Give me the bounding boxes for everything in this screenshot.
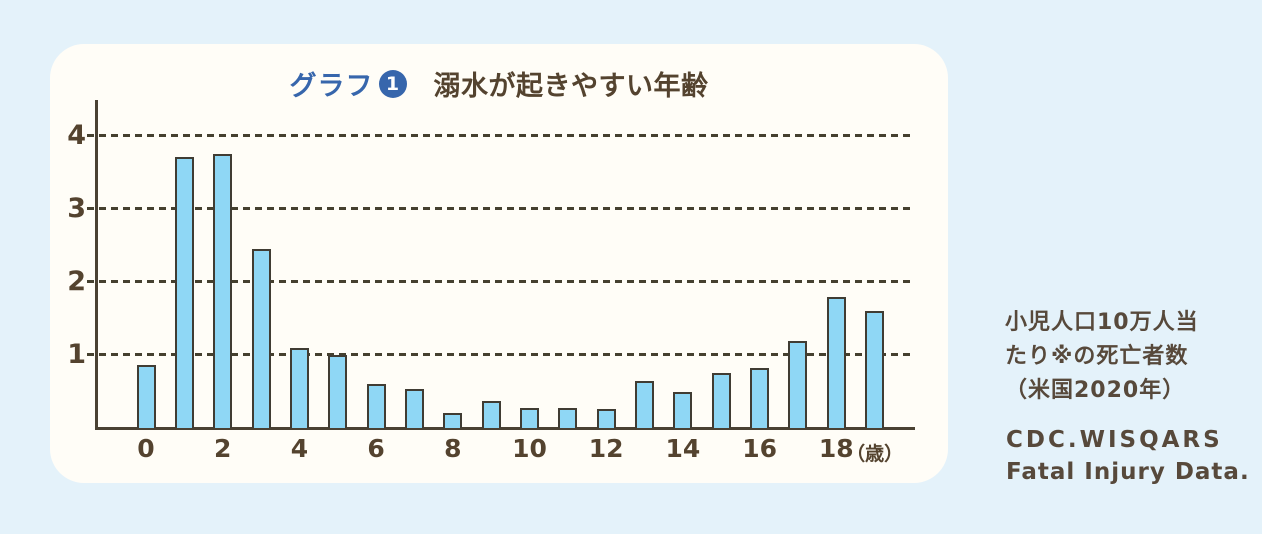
side-note-line: たり※の死亡者数 xyxy=(1005,344,1189,369)
x-tick-label: 2 xyxy=(213,434,232,463)
bar-age-1 xyxy=(174,156,194,428)
side-note-line: 小児人口10万人当 xyxy=(1005,310,1199,335)
y-tick-label: 1 xyxy=(67,339,86,371)
gridline-y4 xyxy=(87,134,915,138)
x-tick-label: 16 xyxy=(742,434,777,463)
source-citation-line: Fatal Injury Data. xyxy=(1006,459,1250,485)
source-citation-line: CDC.WISQARS xyxy=(1006,427,1223,453)
y-tick-label: 2 xyxy=(67,266,86,298)
bar-age-3 xyxy=(251,249,271,428)
x-axis-line xyxy=(95,427,915,430)
bar-age-9 xyxy=(481,401,501,428)
y-tick-label: 3 xyxy=(67,193,86,225)
bar-age-17 xyxy=(788,341,808,428)
bar-age-5 xyxy=(328,355,348,428)
chart-title: グラフ 1 溺水が起きやすい年齢 xyxy=(50,64,948,103)
gridline-y2 xyxy=(87,280,915,284)
bar-age-2 xyxy=(213,153,233,428)
x-tick-label: 18 xyxy=(818,434,854,463)
plot-area: 1 2 3 4 0 2 4 6 8 10 12 14 16 18 （歳） xyxy=(67,100,915,465)
gridline-y1 xyxy=(87,353,915,357)
x-axis-unit-label: （歳） xyxy=(846,443,904,465)
bar-age-8 xyxy=(443,412,463,428)
bar-age-0 xyxy=(136,364,156,428)
bar-age-10 xyxy=(520,408,539,428)
bar-age-4 xyxy=(289,347,309,428)
bar-age-12 xyxy=(596,409,616,428)
bar-age-18 xyxy=(826,296,846,428)
chart-card: グラフ 1 溺水が起きやすい年齢 1 2 3 4 0 2 4 6 8 10 12 14 16 18 （歳） xyxy=(50,44,948,483)
graph-number-badge: 1 xyxy=(378,69,407,98)
gridline-y3 xyxy=(87,207,915,211)
side-note: 小児人口10万人当 たり※の死亡者数 （米国2020年） xyxy=(1005,306,1199,408)
bar-age-11 xyxy=(558,408,578,428)
source-citation: CDC.WISQARS Fatal Injury Data. xyxy=(1006,424,1250,488)
bar-age-15 xyxy=(711,373,731,428)
x-tick-label: 8 xyxy=(444,434,462,463)
side-note-line: （米国2020年） xyxy=(1005,378,1186,403)
y-axis-line xyxy=(95,100,98,429)
chart-main-title: 溺水が起きやすい年齢 xyxy=(433,71,709,102)
x-tick-label: 14 xyxy=(665,434,701,463)
bar-age-7 xyxy=(404,389,424,428)
x-tick-label: 6 xyxy=(367,434,385,463)
x-tick-label: 0 xyxy=(137,434,155,463)
x-tick-label: 10 xyxy=(512,434,547,463)
bar-age-16 xyxy=(750,368,770,428)
bar-age-6 xyxy=(366,384,386,428)
y-tick-label: 4 xyxy=(67,120,86,152)
x-tick-label: 4 xyxy=(290,434,309,463)
bar-age-13 xyxy=(635,381,655,428)
x-tick-label: 12 xyxy=(588,434,624,463)
graph-label-prefix: グラフ xyxy=(289,71,374,102)
bar-age-14 xyxy=(673,391,693,428)
bar-age-19 xyxy=(865,311,885,428)
